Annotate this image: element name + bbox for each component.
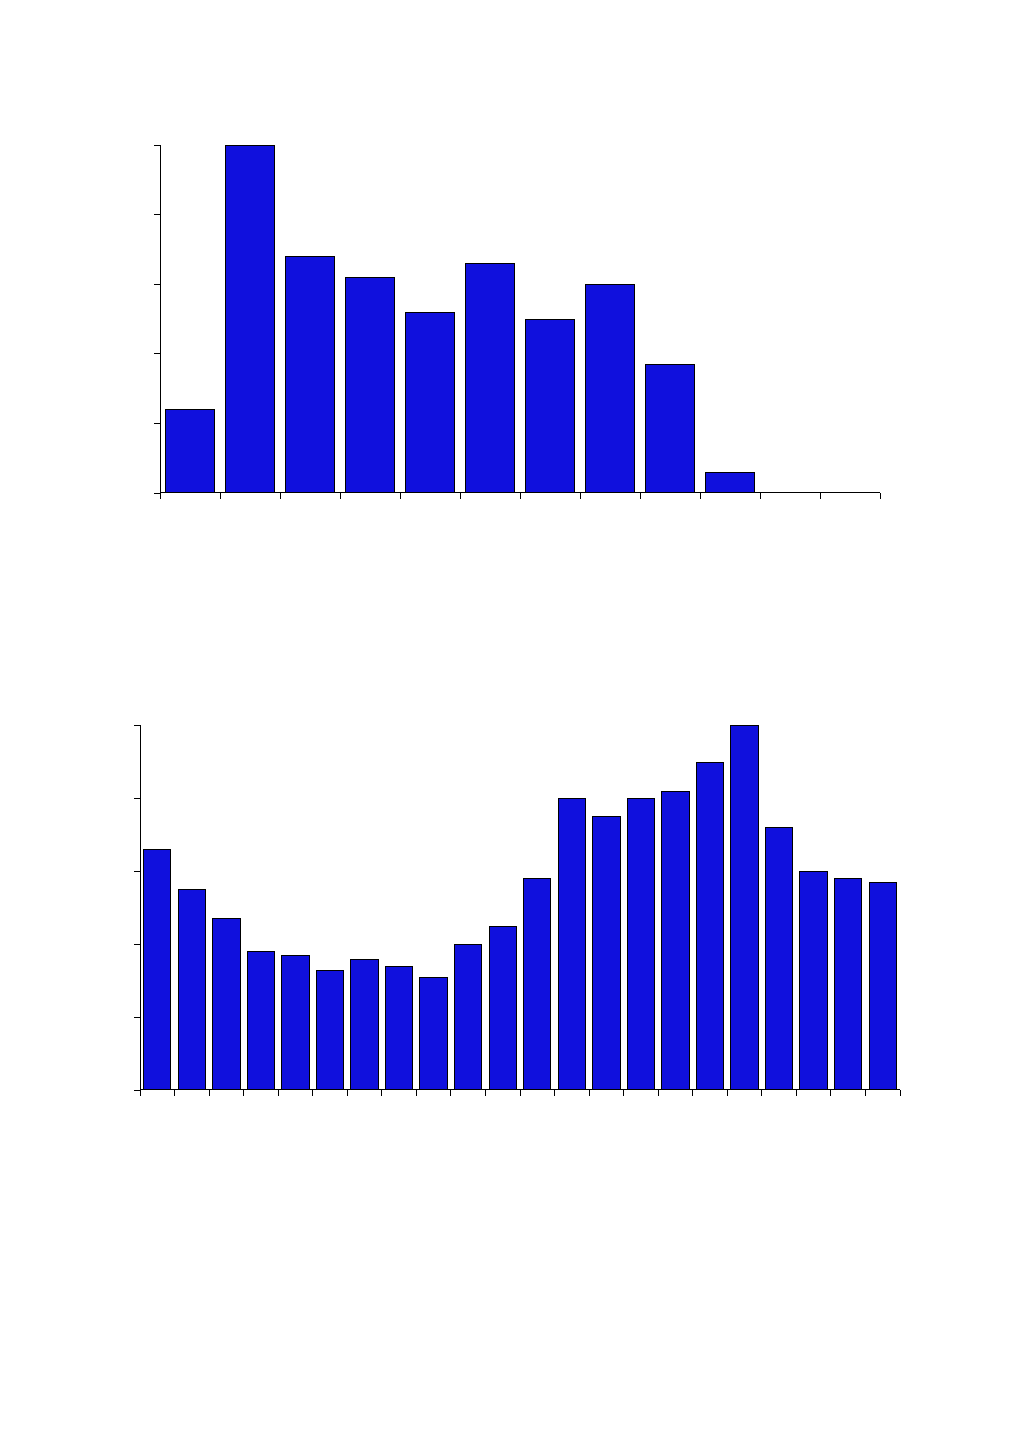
bars-area xyxy=(140,725,900,1090)
bar xyxy=(385,966,413,1090)
bar xyxy=(345,277,394,493)
x-tick xyxy=(140,1090,141,1096)
bar xyxy=(661,791,689,1090)
x-tick xyxy=(623,1090,624,1096)
y-tick xyxy=(154,145,160,146)
bar xyxy=(419,977,447,1090)
y-tick xyxy=(154,353,160,354)
bar xyxy=(834,878,862,1090)
page xyxy=(0,0,1024,1447)
y-tick xyxy=(154,423,160,424)
x-tick xyxy=(278,1090,279,1096)
x-tick xyxy=(580,493,581,499)
bar xyxy=(525,319,574,493)
bar xyxy=(350,959,378,1090)
y-tick xyxy=(134,1090,140,1091)
x-tick xyxy=(727,1090,728,1096)
bar xyxy=(696,762,724,1091)
bar xyxy=(523,878,551,1090)
x-tick xyxy=(865,1090,866,1096)
bar-chart-top xyxy=(160,145,880,493)
bar xyxy=(465,263,514,493)
x-tick xyxy=(160,493,161,499)
bar xyxy=(285,256,334,493)
x-tick xyxy=(820,493,821,499)
bar xyxy=(405,312,454,493)
y-tick xyxy=(134,1017,140,1018)
x-tick xyxy=(520,493,521,499)
bar xyxy=(143,849,171,1090)
bar xyxy=(765,827,793,1090)
bar xyxy=(489,926,517,1090)
x-tick xyxy=(880,493,881,499)
y-tick xyxy=(154,284,160,285)
bar xyxy=(869,882,897,1090)
bar xyxy=(585,284,634,493)
bar xyxy=(645,364,694,493)
bar xyxy=(316,970,344,1090)
x-tick xyxy=(312,1090,313,1096)
bar xyxy=(281,955,309,1090)
y-axis xyxy=(140,725,141,1090)
x-tick xyxy=(460,493,461,499)
x-tick xyxy=(347,1090,348,1096)
x-tick xyxy=(243,1090,244,1096)
bar-chart-bottom xyxy=(140,725,900,1090)
x-tick xyxy=(174,1090,175,1096)
x-tick xyxy=(589,1090,590,1096)
x-tick xyxy=(209,1090,210,1096)
bar xyxy=(705,472,754,493)
x-tick xyxy=(520,1090,521,1096)
x-tick xyxy=(760,493,761,499)
x-tick xyxy=(700,493,701,499)
x-tick xyxy=(220,493,221,499)
x-tick xyxy=(450,1090,451,1096)
y-tick xyxy=(134,798,140,799)
x-tick xyxy=(400,493,401,499)
x-tick xyxy=(761,1090,762,1096)
bar xyxy=(730,725,758,1090)
bar xyxy=(225,145,274,493)
x-tick xyxy=(280,493,281,499)
x-tick xyxy=(554,1090,555,1096)
x-tick xyxy=(381,1090,382,1096)
x-tick xyxy=(900,1090,901,1096)
x-tick xyxy=(692,1090,693,1096)
bar xyxy=(592,816,620,1090)
y-axis xyxy=(160,145,161,493)
y-tick xyxy=(134,944,140,945)
bar xyxy=(178,889,206,1090)
bar xyxy=(799,871,827,1090)
x-tick xyxy=(796,1090,797,1096)
x-tick xyxy=(416,1090,417,1096)
y-tick xyxy=(134,871,140,872)
x-tick xyxy=(640,493,641,499)
x-tick xyxy=(485,1090,486,1096)
y-tick xyxy=(154,493,160,494)
y-tick xyxy=(154,214,160,215)
bar xyxy=(627,798,655,1090)
bar xyxy=(558,798,586,1090)
y-tick xyxy=(134,725,140,726)
x-tick xyxy=(830,1090,831,1096)
x-tick xyxy=(340,493,341,499)
bar xyxy=(247,951,275,1090)
bar xyxy=(165,409,214,493)
bar xyxy=(454,944,482,1090)
x-tick xyxy=(658,1090,659,1096)
bar xyxy=(212,918,240,1090)
bars-area xyxy=(160,145,880,493)
